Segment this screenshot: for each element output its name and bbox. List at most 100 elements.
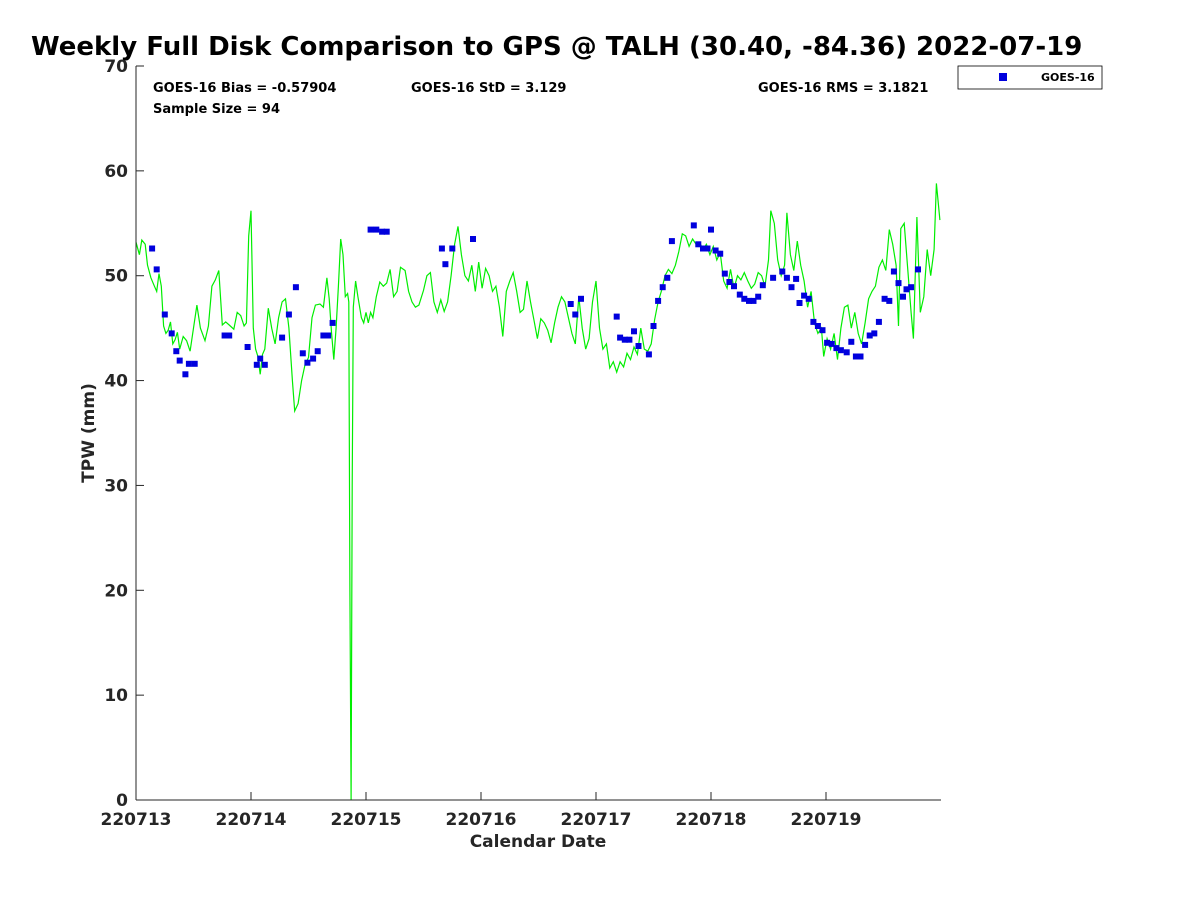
goes16-point: [304, 359, 311, 366]
goes16-point: [621, 336, 628, 343]
goes16-point: [690, 222, 697, 229]
legend: GOES-16: [957, 65, 1103, 90]
goes16-point: [470, 236, 476, 242]
rms-stat: GOES-16 RMS = 3.1821: [758, 81, 928, 96]
goes16-point: [857, 353, 864, 360]
goes16-point: [866, 332, 873, 339]
goes16-point: [182, 371, 189, 378]
legend-label-goes16: GOES-16: [1041, 71, 1095, 84]
goes16-point: [890, 268, 897, 275]
goes16-point: [731, 283, 737, 290]
x-tick-label: 220718: [676, 810, 747, 830]
goes16-point: [704, 245, 711, 252]
goes16-point: [695, 241, 702, 248]
goes16-point: [613, 313, 620, 320]
goes16-point: [442, 261, 449, 268]
x-tick-label: 220716: [446, 810, 517, 830]
goes16-point: [314, 348, 321, 355]
goes16-point: [848, 338, 855, 345]
sample-size-stat: Sample Size = 94: [153, 102, 280, 117]
goes16-point: [626, 336, 633, 343]
goes16-point: [788, 284, 795, 291]
axes: 0 10 20 30 40 50 60 70 220713 220714 220715 220716 2…: [101, 57, 941, 830]
std-stat: GOES-16 StD = 3.129: [411, 81, 566, 96]
goes16-point: [664, 274, 671, 281]
goes16-point: [149, 245, 156, 252]
goes16-point: [915, 266, 921, 273]
goes16-point: [852, 353, 859, 360]
goes16-point: [161, 311, 168, 318]
goes16-point: [793, 275, 800, 282]
goes16-point: [185, 360, 192, 367]
goes16-point: [805, 295, 812, 302]
goes16-point: [700, 245, 706, 252]
y-tick-label: 30: [104, 476, 128, 496]
legend-marker-goes16: [999, 73, 1007, 81]
goes16-point: [712, 247, 719, 254]
goes16-point: [770, 274, 777, 281]
goes16-point: [226, 332, 233, 339]
goes16-point: [717, 250, 724, 257]
goes16-point: [750, 297, 757, 304]
goes16-point: [783, 274, 790, 281]
goes16-point: [886, 297, 893, 304]
goes16-point: [881, 295, 888, 302]
goes16-point: [257, 355, 264, 362]
series-group: [136, 183, 941, 800]
series-line-gps: [136, 183, 941, 800]
goes16-point: [373, 226, 380, 233]
goes16-point: [814, 323, 821, 329]
goes16-point: [668, 238, 675, 245]
goes16-point: [176, 357, 183, 364]
x-tick-label: 220715: [331, 810, 402, 830]
goes16-point: [578, 295, 584, 302]
goes16-point: [650, 323, 657, 329]
x-tick-label: 220719: [791, 810, 862, 830]
goes16-point: [279, 334, 286, 341]
goes16-point: [299, 350, 306, 357]
goes16-point: [824, 339, 831, 346]
goes16-point: [567, 301, 574, 307]
goes16-point: [810, 318, 817, 325]
goes16-point: [659, 284, 666, 291]
goes16-point: [438, 245, 445, 252]
plot-area: [136, 183, 941, 800]
goes16-point: [895, 280, 902, 287]
goes16-point: [261, 361, 268, 368]
goes16-point: [819, 327, 826, 334]
goes16-point: [862, 341, 869, 348]
y-tick-label: 20: [104, 581, 128, 601]
goes16-point: [191, 360, 198, 367]
goes16-point: [801, 292, 808, 299]
goes16-point: [871, 330, 878, 337]
goes16-point: [755, 293, 762, 300]
goes16-point: [320, 332, 327, 339]
legend-box: [957, 65, 1103, 90]
goes16-point: [828, 340, 835, 347]
y-tick-label: 70: [104, 57, 128, 77]
goes16-point: [285, 311, 292, 318]
goes16-point: [837, 347, 844, 354]
goes16-point: [153, 266, 160, 273]
goes16-point: [617, 334, 624, 341]
goes16-point: [383, 228, 390, 235]
goes16-point: [329, 319, 336, 326]
x-tick-label: 220714: [216, 810, 287, 830]
y-tick-label: 50: [104, 267, 128, 287]
goes16-point: [635, 343, 642, 349]
goes16-point: [645, 351, 652, 358]
goes16-point: [746, 297, 752, 304]
goes16-point: [708, 226, 714, 233]
goes16-point: [903, 286, 910, 293]
goes16-point: [741, 295, 748, 302]
chart-title: Weekly Full Disk Comparison to GPS @ TAL…: [31, 32, 1082, 62]
y-axis-label: TPW (mm): [79, 383, 99, 483]
goes16-point: [631, 328, 637, 335]
goes16-point: [310, 355, 317, 362]
goes16-point: [367, 226, 374, 233]
goes16-point: [736, 291, 743, 298]
goes16-point: [759, 282, 766, 289]
y-tick-label: 60: [104, 162, 128, 182]
goes16-point: [875, 318, 882, 325]
goes16-point: [449, 245, 456, 252]
